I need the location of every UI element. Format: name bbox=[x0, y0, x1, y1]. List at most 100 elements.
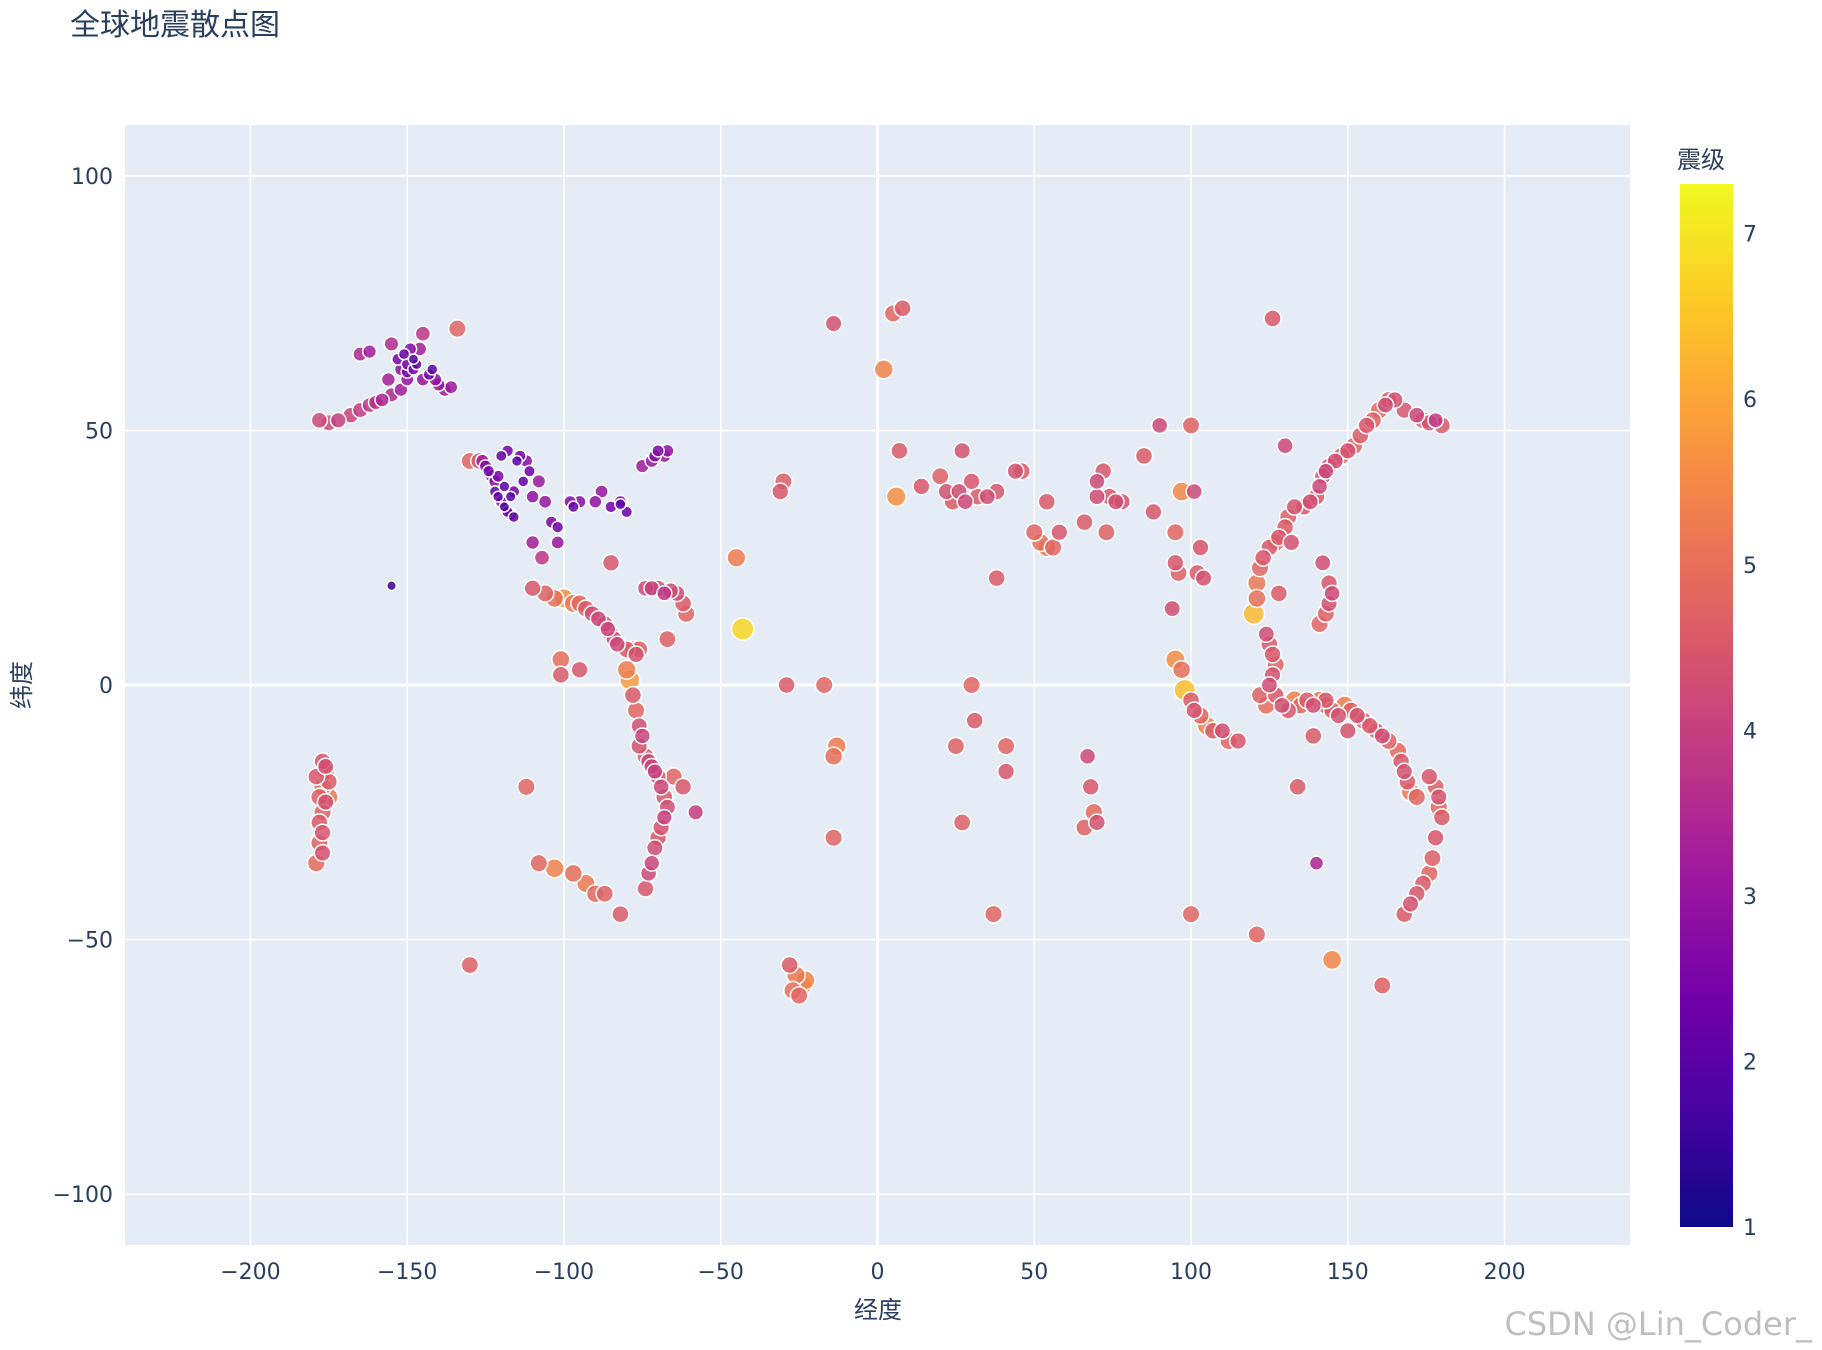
earthquake-point bbox=[566, 500, 580, 514]
colorbar-tick-label: 2 bbox=[1743, 1050, 1757, 1075]
earthquake-point bbox=[1348, 706, 1367, 725]
earthquake-point bbox=[814, 675, 834, 695]
y-tick-label: −100 bbox=[53, 1183, 113, 1208]
earthquake-point bbox=[595, 884, 615, 904]
earthquake-point bbox=[491, 490, 505, 503]
earthquake-point bbox=[885, 486, 907, 508]
earthquake-point bbox=[524, 534, 541, 551]
earthquake-point bbox=[1357, 416, 1376, 435]
x-tick-label: −50 bbox=[698, 1260, 744, 1285]
earthquake-point bbox=[510, 454, 524, 468]
earthquake-point bbox=[1088, 487, 1106, 506]
earthquake-point bbox=[1317, 462, 1335, 480]
earthquake-point bbox=[1313, 553, 1332, 572]
earthquake-point bbox=[893, 299, 912, 318]
earthquake-point bbox=[1006, 462, 1025, 481]
earthquake-point bbox=[608, 635, 627, 654]
earthquake-point bbox=[965, 711, 984, 730]
earthquake-point bbox=[563, 863, 584, 884]
earthquake-point bbox=[1050, 523, 1069, 542]
earthquake-point bbox=[1376, 396, 1395, 414]
x-tick-label: −200 bbox=[220, 1260, 280, 1285]
earthquake-point bbox=[1301, 492, 1320, 511]
earthquake-point bbox=[996, 762, 1016, 781]
earthquake-point bbox=[397, 347, 411, 361]
earthquake-point bbox=[777, 675, 796, 695]
earthquake-point bbox=[1171, 659, 1192, 680]
earthquake-point bbox=[616, 659, 637, 680]
earthquake-point bbox=[1263, 645, 1282, 664]
earthquake-point bbox=[996, 736, 1016, 756]
earthquake-point bbox=[570, 660, 589, 679]
earthquake-point bbox=[460, 955, 480, 975]
colorbar-ticks: 1 2 3 4 5 6 7 bbox=[1743, 223, 1757, 1241]
earthquake-point bbox=[1213, 721, 1232, 740]
earthquake-point bbox=[599, 620, 617, 638]
y-axis-ticks: −100 −50 0 50 100 bbox=[53, 165, 113, 1208]
earthquake-point bbox=[1304, 726, 1323, 746]
earthquake-point bbox=[385, 580, 398, 592]
earthquake-point bbox=[523, 579, 542, 598]
earthquake-point bbox=[1372, 975, 1392, 995]
earthquake-point bbox=[494, 449, 508, 463]
earthquake-point bbox=[1166, 553, 1185, 572]
earthquake-point bbox=[1096, 522, 1116, 542]
y-tick-label: 100 bbox=[71, 165, 113, 190]
earthquake-point bbox=[1304, 696, 1323, 715]
earthquake-point bbox=[361, 343, 378, 360]
earthquake-point bbox=[1106, 492, 1125, 511]
earthquake-point bbox=[1407, 787, 1427, 807]
earthquake-point bbox=[329, 411, 347, 429]
earthquake-point bbox=[316, 793, 335, 812]
earthquake-point bbox=[952, 813, 972, 832]
earthquake-point bbox=[522, 464, 536, 478]
earthquake-point bbox=[1308, 855, 1325, 872]
earthquake-point bbox=[643, 854, 661, 872]
earthquake-point bbox=[525, 489, 540, 504]
earthquake-point bbox=[1257, 625, 1276, 644]
earthquake-point bbox=[407, 353, 420, 366]
watermark: CSDN @Lin_Coder_ bbox=[1505, 1305, 1813, 1343]
y-tick-label: 0 bbox=[99, 674, 113, 699]
earthquake-point bbox=[1260, 676, 1279, 694]
earthquake-point bbox=[1338, 441, 1357, 460]
earthquake-point bbox=[645, 838, 664, 857]
earthquake-point bbox=[1269, 584, 1289, 603]
earthquake-point bbox=[1329, 706, 1348, 725]
earthquake-point bbox=[730, 617, 755, 641]
earthquake-point bbox=[1081, 777, 1100, 796]
earthquake-point bbox=[956, 492, 975, 511]
earthquake-point bbox=[533, 549, 551, 567]
earthquake-point bbox=[771, 482, 790, 501]
earthquake-point bbox=[1144, 502, 1163, 522]
earthquake-point bbox=[651, 443, 665, 458]
earthquake-point bbox=[687, 803, 705, 821]
earthquake-point bbox=[1247, 924, 1267, 944]
earthquake-point bbox=[310, 411, 329, 430]
earthquake-point bbox=[823, 746, 844, 767]
x-tick-label: 200 bbox=[1484, 1260, 1526, 1285]
earthquake-point bbox=[1432, 808, 1452, 827]
earthquake-point bbox=[551, 520, 565, 534]
earthquake-point bbox=[516, 777, 536, 797]
earthquake-point bbox=[962, 675, 982, 695]
colorbar-tick-label: 1 bbox=[1743, 1216, 1757, 1241]
earthquake-point bbox=[1263, 309, 1282, 328]
earthquake-point bbox=[614, 498, 627, 511]
earthquake-point bbox=[498, 500, 511, 513]
earthquake-point bbox=[1423, 848, 1442, 868]
y-axis-title: 纬度 bbox=[8, 661, 36, 709]
earthquake-point bbox=[1288, 777, 1307, 797]
earthquake-point bbox=[588, 494, 603, 509]
earthquake-point bbox=[633, 727, 652, 745]
earthquake-point bbox=[627, 645, 646, 664]
earthquake-point bbox=[655, 808, 673, 826]
earthquake-point bbox=[1273, 696, 1291, 715]
earthquake-point bbox=[789, 986, 809, 1006]
x-tick-label: 150 bbox=[1327, 1260, 1369, 1285]
earthquake-point bbox=[443, 379, 459, 395]
earthquake-point bbox=[1323, 584, 1341, 603]
earthquake-point bbox=[550, 535, 566, 550]
colorbar-tick-label: 7 bbox=[1743, 223, 1757, 248]
earthquake-point bbox=[1360, 716, 1379, 735]
